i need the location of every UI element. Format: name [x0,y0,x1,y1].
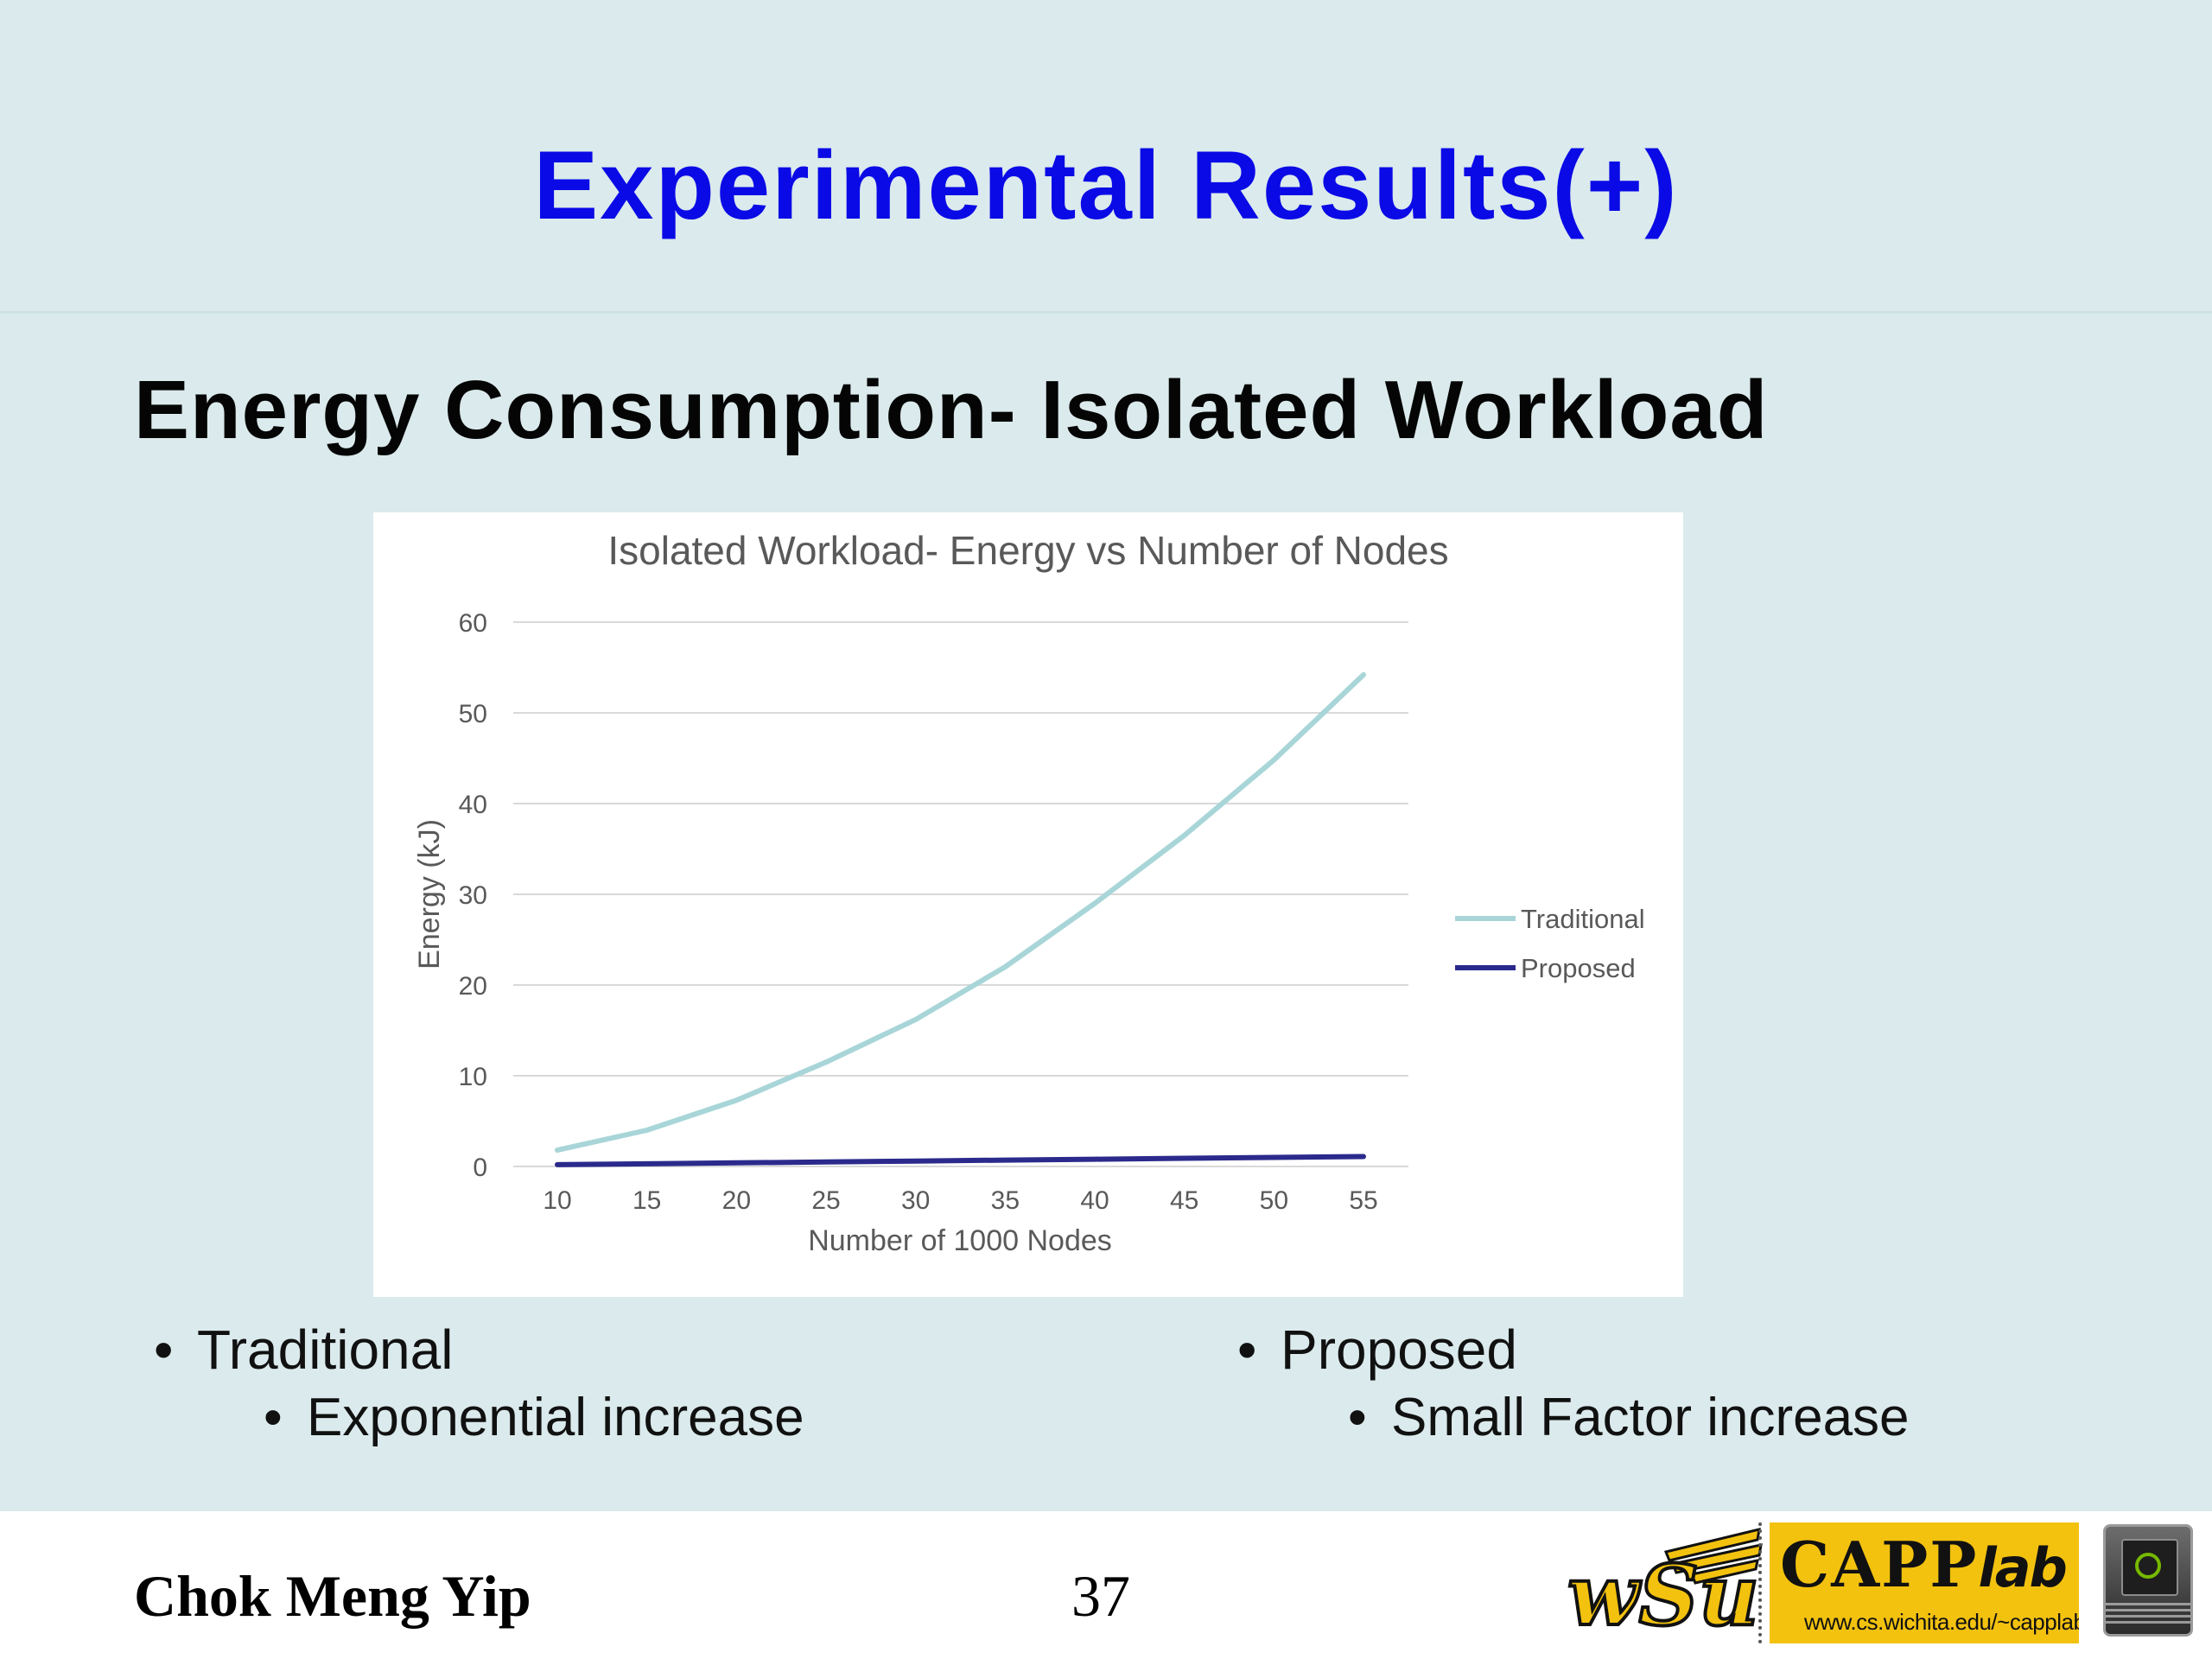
bullet-traditional-text: Traditional [197,1319,454,1381]
y-tick-label: 10 [459,1063,487,1091]
badge-caption [2106,1603,2190,1624]
nvidia-cuda-badge [2103,1524,2193,1637]
capp-lab-url: www.cs.wichita.edu/~capplab [1804,1609,2079,1635]
y-tick-label: 0 [473,1154,487,1182]
bullet-marker: • [154,1319,174,1381]
y-axis-label: Energy (kJ) [413,819,446,969]
bullet-marker: • [1237,1319,1257,1381]
page-number: 37 [1071,1563,1130,1629]
x-tick-label: 50 [1260,1186,1288,1215]
capp-name: CAPP [1780,1528,1979,1601]
legend-label-proposed: Proposed [1521,953,1636,983]
x-tick-label: 10 [543,1186,571,1215]
x-tick-label: 25 [811,1186,840,1215]
y-tick-label: 40 [459,791,487,819]
slide-title: Experimental Results(+) [533,131,1679,239]
capp-lab-logo: CAPPlab www.cs.wichita.edu/~capplab [1770,1522,2079,1643]
x-tick-label: 40 [1080,1186,1109,1215]
logo-divider [1758,1522,1762,1643]
bullet-proposed-text: Proposed [1281,1319,1517,1381]
y-tick-label: 50 [459,700,487,728]
author-name: Chok Meng Yip [134,1563,531,1629]
legend-label-traditional: Traditional [1521,904,1645,934]
bullet-exponential-text: Exponential increase [307,1388,804,1447]
bullet-marker: • [264,1388,283,1447]
nvidia-eye-icon [2121,1539,2178,1596]
line-chart: Isolated Workload- Energy vs Number of N… [413,528,1645,1257]
capp-lab-suffix: lab [1978,1536,2067,1599]
x-tick-label: 45 [1170,1186,1198,1215]
chart-card: Isolated Workload- Energy vs Number of N… [373,512,1683,1297]
title-band: Experimental Results(+) [0,0,2212,314]
bullet-small-factor: • Small Factor increase [1348,1387,1910,1448]
series-line-proposed [555,1154,1366,1167]
x-tick-label: 15 [632,1186,661,1215]
y-tick-label: 20 [459,972,487,1001]
bullet-proposed: • Proposed [1237,1318,1517,1382]
x-tick-label: 20 [722,1186,751,1215]
slide-subtitle: Energy Consumption- Isolated Workload [134,364,1769,456]
x-tick-label: 30 [901,1186,930,1215]
bullet-marker: • [1348,1388,1367,1447]
series-line-traditional [555,671,1366,1154]
x-tick-label: 35 [991,1186,1020,1215]
wsu-logo: wSu [1566,1528,1763,1635]
bullet-exponential: • Exponential increase [264,1387,804,1448]
x-axis-label: Number of 1000 Nodes [808,1224,1112,1257]
svg-text:wSu: wSu [1567,1547,1759,1635]
x-tick-label: 55 [1349,1186,1377,1215]
capp-lab-title: CAPPlab [1780,1528,2068,1601]
chart-title: Isolated Workload- Energy vs Number of N… [607,528,1448,573]
y-tick-label: 60 [459,609,487,638]
bullet-small-factor-text: Small Factor increase [1391,1388,1910,1447]
y-tick-label: 30 [459,881,487,910]
bullet-traditional: • Traditional [154,1318,453,1382]
